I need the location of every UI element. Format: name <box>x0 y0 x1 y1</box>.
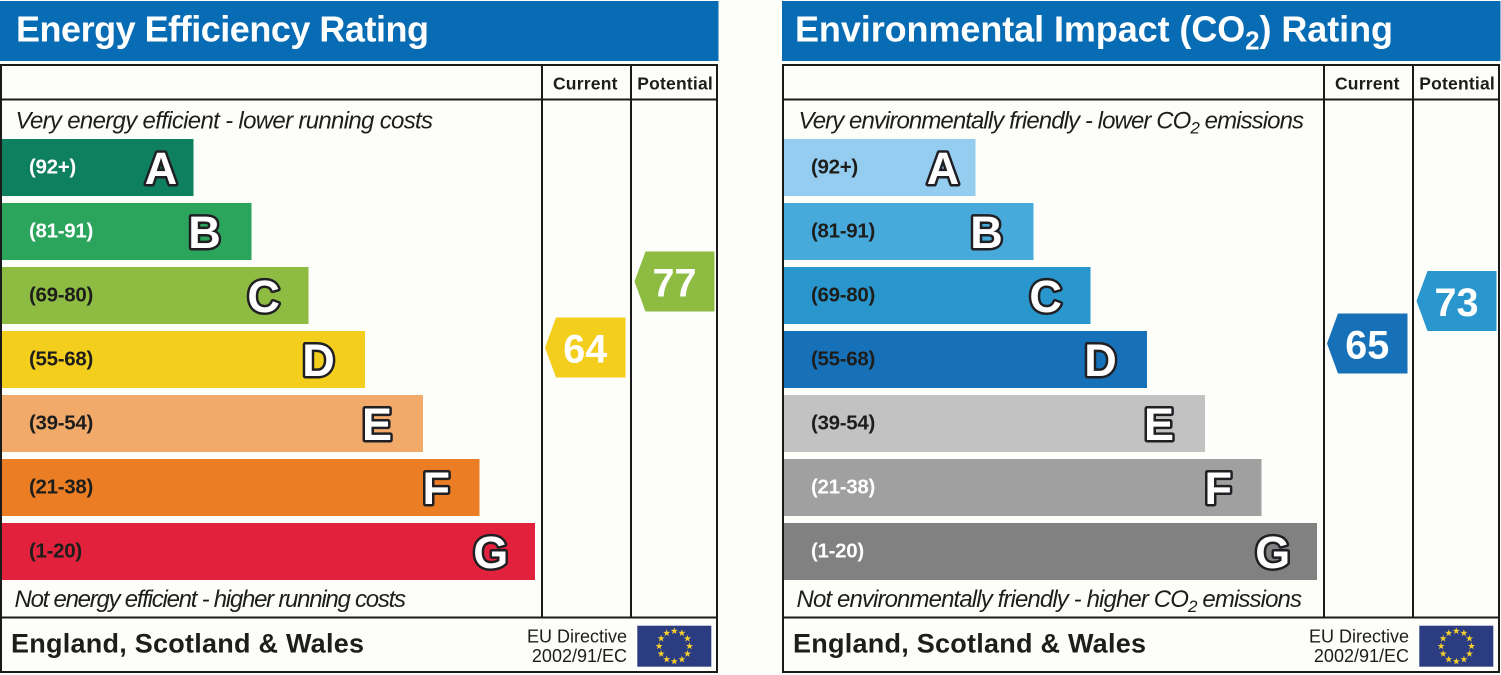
svg-text:2002/91/EC: 2002/91/EC <box>532 646 627 666</box>
svg-text:(21-38): (21-38) <box>29 475 93 498</box>
svg-text:(39-54): (39-54) <box>29 411 93 434</box>
svg-text:65: 65 <box>1345 324 1389 368</box>
svg-text:73: 73 <box>1435 281 1479 325</box>
svg-text:D: D <box>302 335 335 386</box>
svg-text:B: B <box>970 207 1003 258</box>
svg-text:England, Scotland & Wales: England, Scotland & Wales <box>793 629 1146 659</box>
svg-text:EU Directive: EU Directive <box>1309 627 1409 647</box>
svg-text:(1-20): (1-20) <box>811 539 864 562</box>
svg-text:(21-38): (21-38) <box>811 475 875 498</box>
svg-text:G: G <box>473 527 508 578</box>
svg-text:F: F <box>1204 463 1232 514</box>
svg-text:Very environmentally friendly: Very environmentally friendly - lower CO… <box>799 108 1305 138</box>
svg-text:Environmental Impact (CO2) Rat: Environmental Impact (CO2) Rating <box>795 9 1393 56</box>
svg-text:Potential: Potential <box>1419 74 1495 94</box>
svg-text:F: F <box>422 463 450 514</box>
svg-text:(1-20): (1-20) <box>29 539 82 562</box>
svg-text:Not environmentally friendly -: Not environmentally friendly - higher CO… <box>797 586 1303 616</box>
svg-text:A: A <box>927 143 960 194</box>
svg-text:Current: Current <box>1335 74 1400 94</box>
svg-text:(92+): (92+) <box>29 155 76 178</box>
svg-text:(55-68): (55-68) <box>29 347 93 370</box>
svg-text:G: G <box>1255 527 1290 578</box>
svg-text:(69-80): (69-80) <box>29 283 93 306</box>
svg-text:E: E <box>362 399 392 450</box>
svg-text:77: 77 <box>653 262 697 306</box>
svg-text:(39-54): (39-54) <box>811 411 875 434</box>
svg-text:D: D <box>1084 335 1117 386</box>
svg-text:A: A <box>145 143 178 194</box>
svg-text:Current: Current <box>553 74 618 94</box>
svg-text:E: E <box>1144 399 1174 450</box>
svg-text:C: C <box>247 271 280 322</box>
svg-text:64: 64 <box>563 328 607 372</box>
svg-text:England, Scotland & Wales: England, Scotland & Wales <box>11 629 364 659</box>
svg-text:(55-68): (55-68) <box>811 347 875 370</box>
svg-text:Very energy efficient - lower: Very energy efficient - lower running co… <box>16 108 434 135</box>
svg-text:(69-80): (69-80) <box>811 283 875 306</box>
svg-text:C: C <box>1029 271 1062 322</box>
svg-text:(81-91): (81-91) <box>29 219 93 242</box>
svg-text:Potential: Potential <box>637 74 713 94</box>
svg-text:(92+): (92+) <box>811 155 858 178</box>
svg-text:2002/91/EC: 2002/91/EC <box>1314 646 1409 666</box>
svg-text:B: B <box>188 207 221 258</box>
svg-text:EU Directive: EU Directive <box>527 627 627 647</box>
svg-text:Energy Efficiency Rating: Energy Efficiency Rating <box>16 9 429 50</box>
svg-text:Not energy efficient - higher: Not energy efficient - higher running co… <box>15 586 407 613</box>
svg-text:(81-91): (81-91) <box>811 219 875 242</box>
